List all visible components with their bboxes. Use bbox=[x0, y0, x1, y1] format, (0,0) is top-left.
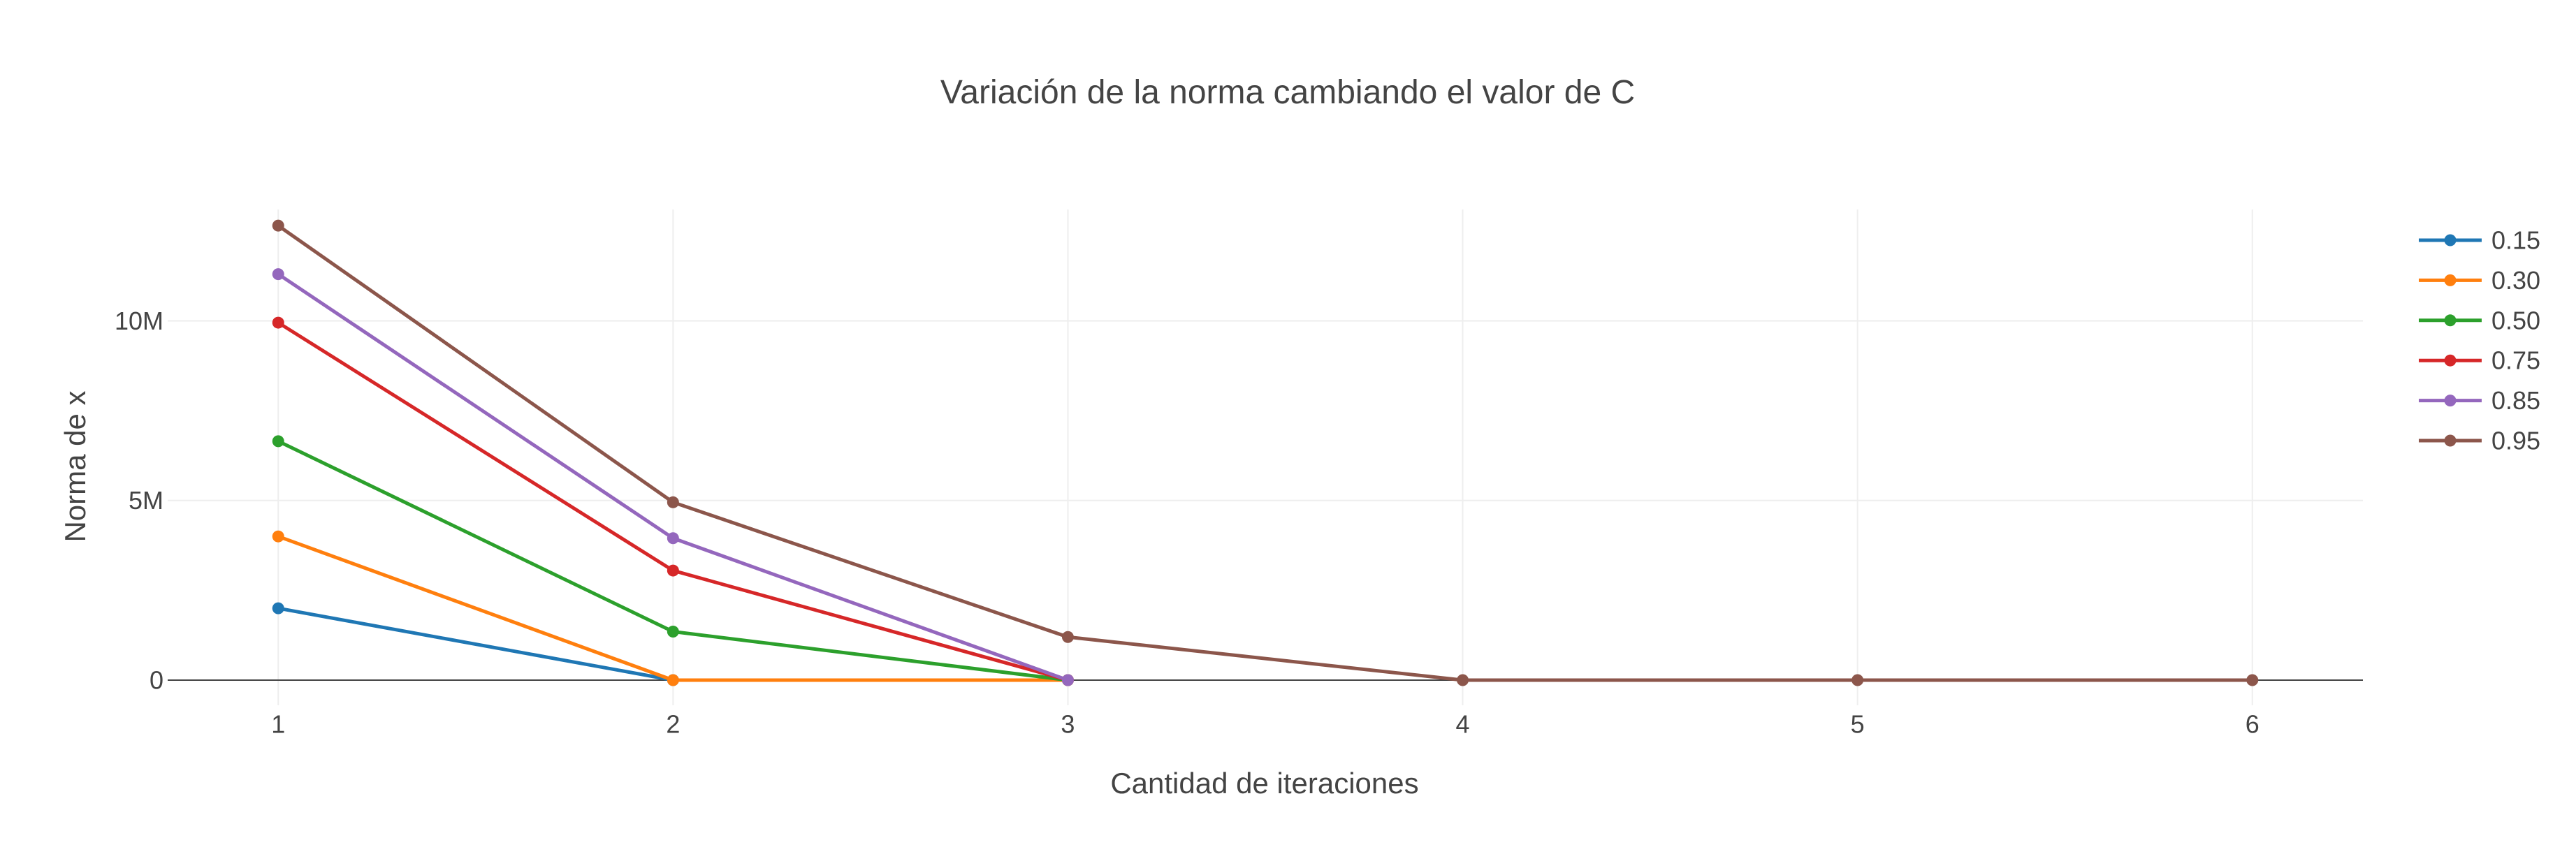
x-tick-label: 4 bbox=[1456, 709, 1470, 738]
data-point bbox=[272, 316, 284, 329]
data-point bbox=[1061, 674, 1074, 686]
x-axis-title: Cantidad de iteraciones bbox=[1110, 767, 1418, 800]
legend-marker bbox=[2444, 395, 2457, 407]
legend-label: 0.15 bbox=[2491, 226, 2540, 255]
legend-marker bbox=[2444, 354, 2457, 367]
series-0.95 bbox=[272, 219, 2259, 686]
legend-label: 0.50 bbox=[2491, 306, 2540, 334]
data-point bbox=[667, 626, 679, 638]
grid bbox=[168, 209, 2363, 705]
data-point bbox=[667, 674, 679, 686]
series-group bbox=[272, 219, 2259, 686]
data-point bbox=[667, 532, 679, 545]
legend-marker bbox=[2444, 434, 2457, 447]
data-point bbox=[667, 564, 679, 577]
data-point bbox=[2246, 674, 2259, 686]
series-0.85 bbox=[272, 268, 1074, 686]
data-point bbox=[272, 435, 284, 448]
legend-label: 0.30 bbox=[2491, 266, 2540, 295]
chart-title: Variación de la norma cambiando el valor… bbox=[940, 74, 1635, 111]
x-tick-label: 5 bbox=[1851, 709, 1865, 738]
legend-marker bbox=[2444, 234, 2457, 246]
data-point bbox=[272, 219, 284, 232]
legend-item: 0.75 bbox=[2419, 346, 2540, 375]
x-tick-label: 6 bbox=[2246, 709, 2260, 738]
series-line bbox=[276, 223, 2255, 682]
legend-marker bbox=[2444, 314, 2457, 327]
legend-item: 0.50 bbox=[2419, 306, 2540, 334]
data-point bbox=[1457, 674, 1469, 686]
legend-label: 0.95 bbox=[2491, 427, 2540, 455]
series-0.75 bbox=[272, 316, 1074, 686]
legend-marker bbox=[2444, 274, 2457, 286]
data-point bbox=[272, 530, 284, 543]
y-tick-label: 0 bbox=[150, 665, 163, 694]
x-tick-label: 3 bbox=[1061, 709, 1075, 738]
legend-label: 0.75 bbox=[2491, 346, 2540, 375]
y-tick-label: 10M bbox=[115, 307, 163, 335]
legend-item: 0.15 bbox=[2419, 226, 2540, 255]
y-axis-title: Norma de x bbox=[59, 390, 92, 542]
data-point bbox=[1851, 674, 1864, 686]
x-tick-label: 1 bbox=[271, 709, 285, 738]
data-point bbox=[272, 602, 284, 614]
data-point bbox=[667, 496, 679, 508]
legend-label: 0.85 bbox=[2491, 386, 2540, 415]
series-0.15 bbox=[272, 602, 679, 686]
legend: 0.15 0.30 0.50 0.75 0.85 0.95 bbox=[2419, 226, 2540, 455]
x-tick-label: 2 bbox=[666, 709, 680, 738]
legend-item: 0.85 bbox=[2419, 386, 2540, 415]
series-line bbox=[276, 606, 675, 682]
data-point bbox=[272, 268, 284, 281]
y-tick-label: 5M bbox=[129, 486, 163, 515]
axes: 1 2 3 4 5 6 0 5M 10M bbox=[115, 307, 2363, 738]
data-point bbox=[1061, 631, 1074, 643]
legend-item: 0.30 bbox=[2419, 266, 2540, 295]
legend-item: 0.95 bbox=[2419, 427, 2540, 455]
